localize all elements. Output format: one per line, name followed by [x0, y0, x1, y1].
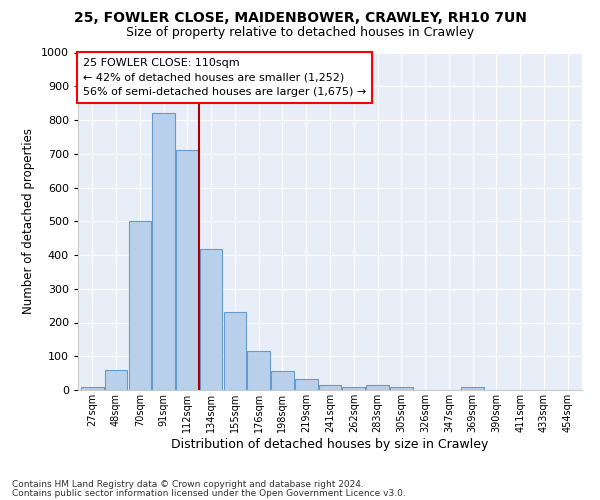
Text: Contains HM Land Registry data © Crown copyright and database right 2024.: Contains HM Land Registry data © Crown c…	[12, 480, 364, 489]
Bar	[390, 388, 413, 390]
Bar	[128, 221, 151, 390]
Bar	[295, 379, 317, 390]
Y-axis label: Number of detached properties: Number of detached properties	[22, 128, 35, 314]
Text: Contains public sector information licensed under the Open Government Licence v3: Contains public sector information licen…	[12, 489, 406, 498]
Bar	[343, 386, 365, 390]
Bar	[319, 385, 341, 390]
X-axis label: Distribution of detached houses by size in Crawley: Distribution of detached houses by size …	[172, 438, 488, 450]
Bar	[176, 150, 199, 390]
Bar	[366, 386, 389, 390]
Text: Size of property relative to detached houses in Crawley: Size of property relative to detached ho…	[126, 26, 474, 39]
Bar	[200, 249, 223, 390]
Text: 25 FOWLER CLOSE: 110sqm
← 42% of detached houses are smaller (1,252)
56% of semi: 25 FOWLER CLOSE: 110sqm ← 42% of detache…	[83, 58, 366, 97]
Text: 25, FOWLER CLOSE, MAIDENBOWER, CRAWLEY, RH10 7UN: 25, FOWLER CLOSE, MAIDENBOWER, CRAWLEY, …	[74, 11, 526, 25]
Bar	[461, 386, 484, 390]
Bar	[105, 370, 127, 390]
Bar	[152, 114, 175, 390]
Bar	[271, 372, 294, 390]
Bar	[247, 351, 270, 390]
Bar	[81, 388, 104, 390]
Bar	[224, 312, 246, 390]
